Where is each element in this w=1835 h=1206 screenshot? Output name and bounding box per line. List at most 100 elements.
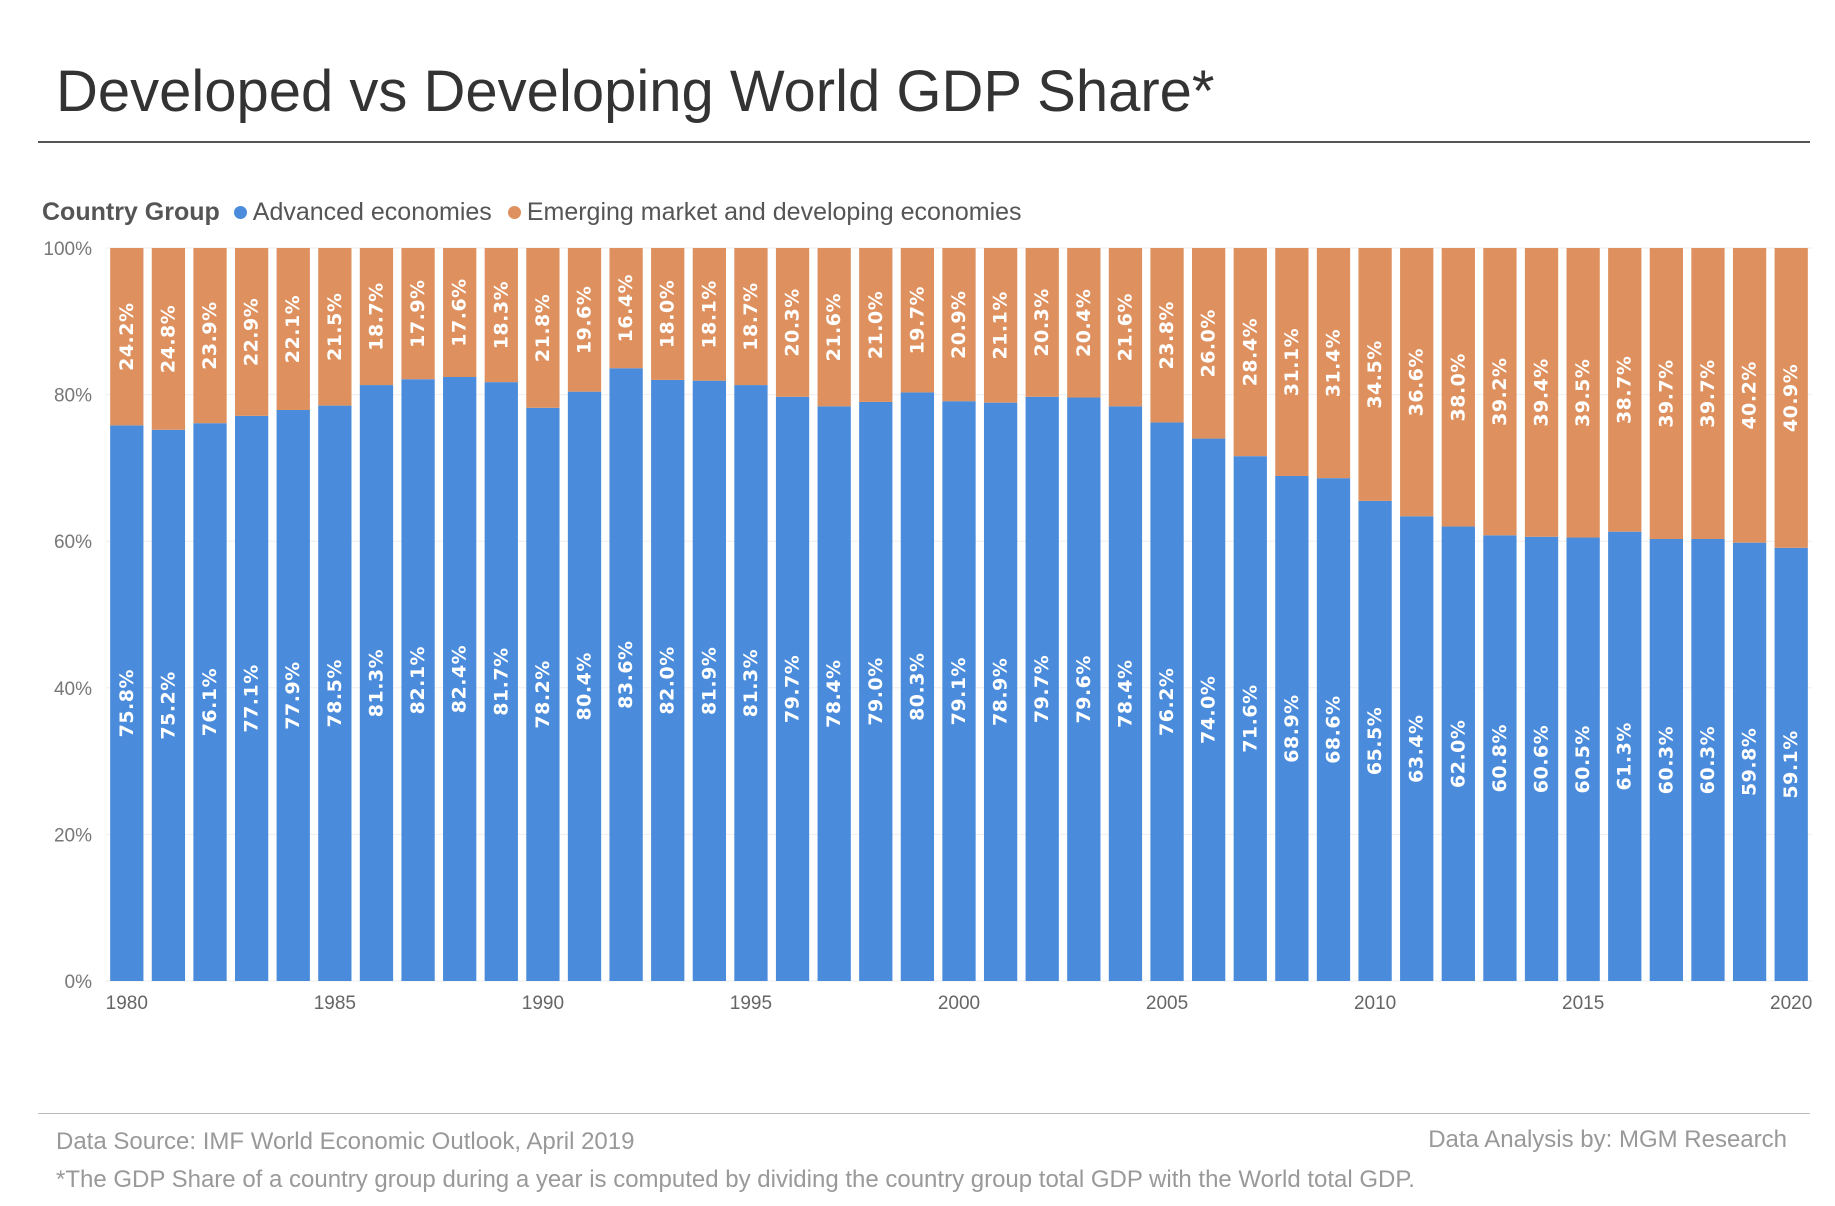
data-label-advanced: 60.5% (1572, 725, 1594, 793)
data-label-emerging: 39.7% (1697, 359, 1719, 427)
data-label-emerging: 34.5% (1364, 340, 1386, 408)
bar-emerging-1996 (775, 248, 810, 397)
data-label-emerging: 18.7% (740, 282, 762, 350)
data-label-emerging: 39.5% (1572, 359, 1594, 427)
data-label-advanced: 68.9% (1281, 694, 1303, 762)
data-label-emerging: 21.1% (990, 291, 1012, 359)
x-tick-label: 2000 (938, 993, 980, 1014)
bar-emerging-1999 (900, 248, 935, 393)
y-tick-label: 60% (54, 532, 92, 553)
bar-emerging-1992 (609, 248, 643, 369)
data-label-emerging: 18.3% (490, 281, 512, 349)
data-label-advanced: 78.4% (823, 659, 845, 727)
bar-advanced-2014 (1524, 536, 1559, 981)
bar-emerging-2019 (1732, 248, 1767, 543)
x-tick-label: 2020 (1770, 993, 1812, 1014)
bar-emerging-2011 (1400, 248, 1434, 517)
bar-advanced-2011 (1400, 516, 1434, 981)
bar-advanced-1997 (817, 406, 851, 981)
data-label-advanced: 75.8% (116, 669, 138, 737)
data-label-emerging: 31.4% (1322, 329, 1344, 397)
x-tick-label: 2005 (1146, 993, 1188, 1014)
bar-advanced-1991 (567, 391, 602, 982)
bar-advanced-2007 (1233, 456, 1267, 981)
data-label-emerging: 17.6% (449, 278, 471, 346)
data-label-emerging: 28.4% (1239, 318, 1261, 386)
bar-emerging-1997 (817, 248, 851, 407)
data-label-advanced: 77.1% (241, 664, 263, 732)
data-label-advanced: 76.1% (199, 668, 221, 736)
bar-emerging-1989 (484, 248, 518, 383)
y-tick-label: 20% (54, 825, 92, 846)
data-label-advanced: 79.7% (1031, 655, 1053, 723)
data-label-advanced: 79.0% (865, 657, 887, 725)
data-label-advanced: 82.4% (449, 645, 471, 713)
data-label-advanced: 79.1% (948, 657, 970, 725)
data-label-emerging: 18.1% (698, 280, 720, 348)
data-label-advanced: 78.2% (532, 660, 554, 728)
bar-emerging-2012 (1441, 248, 1475, 527)
bar-advanced-2015 (1566, 537, 1600, 981)
bar-emerging-2002 (1025, 248, 1059, 397)
x-tick-label: 1985 (314, 993, 356, 1014)
data-label-advanced: 81.3% (365, 649, 387, 717)
bar-advanced-2019 (1732, 542, 1767, 981)
data-label-advanced: 75.2% (157, 671, 179, 739)
data-label-emerging: 18.0% (657, 280, 679, 348)
bar-emerging-2015 (1566, 248, 1600, 538)
bar-emerging-2014 (1524, 248, 1559, 537)
legend-title: Country Group (42, 198, 220, 226)
x-tick-label: 2010 (1354, 993, 1396, 1014)
bar-advanced-1993 (651, 379, 685, 981)
data-label-advanced: 78.9% (990, 658, 1012, 726)
data-label-emerging: 20.4% (1073, 289, 1095, 357)
data-label-advanced: 60.8% (1489, 724, 1511, 792)
bar-advanced-1981 (151, 429, 186, 981)
data-source: Data Source: IMF World Economic Outlook,… (56, 1128, 635, 1155)
bar-emerging-2006 (1192, 248, 1226, 439)
data-label-emerging: 18.7% (365, 282, 387, 350)
bar-emerging-2007 (1233, 248, 1267, 457)
bar-emerging-1981 (151, 248, 186, 430)
x-tick-label: 1980 (106, 993, 148, 1014)
chart-title: Developed vs Developing World GDP Share* (56, 59, 1215, 124)
bar-advanced-1994 (692, 380, 726, 982)
bar-emerging-2020 (1774, 248, 1808, 548)
bar-advanced-2001 (983, 402, 1018, 982)
data-label-advanced: 81.3% (740, 649, 762, 717)
y-tick-label: 40% (54, 679, 92, 700)
footnote: *The GDP Share of a country group during… (56, 1166, 1415, 1193)
data-label-advanced: 82.1% (407, 646, 429, 714)
bar-advanced-1982 (193, 423, 227, 981)
data-label-advanced: 60.3% (1655, 726, 1677, 794)
bar-emerging-2009 (1316, 248, 1351, 479)
bar-advanced-2010 (1358, 500, 1392, 981)
analysis-credit: Data Analysis by: MGM Research (1428, 1126, 1787, 1153)
bar-advanced-1998 (859, 401, 893, 981)
legend-label-advanced[interactable]: Advanced economies (252, 198, 492, 226)
data-label-emerging: 21.6% (823, 293, 845, 361)
bar-emerging-2000 (942, 248, 976, 402)
bar-advanced-2004 (1108, 406, 1143, 981)
legend: Country Group Advanced economies Emergin… (42, 198, 1022, 227)
data-label-advanced: 74.0% (1198, 676, 1220, 744)
bar-advanced-2020 (1774, 547, 1808, 981)
bar-advanced-1996 (775, 396, 810, 981)
data-label-advanced: 82.0% (657, 646, 679, 714)
bar-advanced-1995 (734, 385, 768, 981)
x-tick-label: 1990 (522, 993, 564, 1014)
bar-emerging-1982 (193, 248, 227, 424)
bar-emerging-1993 (651, 248, 685, 380)
data-label-advanced: 60.3% (1697, 726, 1719, 794)
y-tick-label: 0% (65, 972, 93, 993)
data-label-emerging: 40.2% (1739, 361, 1761, 429)
bar-advanced-2008 (1275, 475, 1309, 981)
legend-label-emerging[interactable]: Emerging market and developing economies (526, 198, 1022, 226)
bar-emerging-2018 (1691, 248, 1725, 540)
bar-advanced-1986 (359, 385, 394, 981)
data-label-emerging: 22.1% (282, 295, 304, 363)
data-label-advanced: 78.4% (1114, 659, 1136, 727)
bar-advanced-1999 (900, 392, 935, 981)
bar-emerging-1986 (359, 248, 394, 386)
bar-advanced-2017 (1649, 539, 1684, 981)
